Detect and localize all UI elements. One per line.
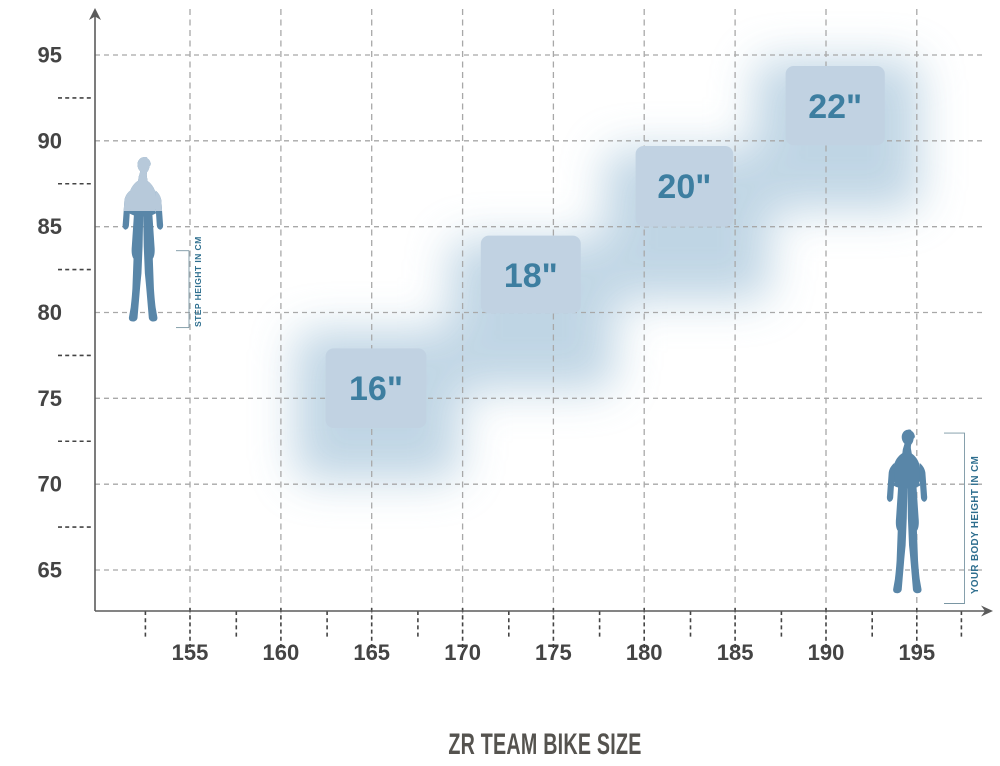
svg-text:155: 155 xyxy=(172,640,209,665)
svg-text:65: 65 xyxy=(38,558,62,583)
svg-text:75: 75 xyxy=(38,386,62,411)
svg-text:95: 95 xyxy=(38,43,62,68)
svg-text:195: 195 xyxy=(898,640,935,665)
svg-text:16": 16" xyxy=(349,370,403,408)
svg-text:18": 18" xyxy=(504,257,558,295)
svg-text:190: 190 xyxy=(808,640,845,665)
svg-text:170: 170 xyxy=(444,640,481,665)
svg-text:ZR TEAM BIKE SIZE: ZR TEAM BIKE SIZE xyxy=(448,728,641,761)
svg-text:YOUR BODY HEIGHT IN CM: YOUR BODY HEIGHT IN CM xyxy=(970,456,981,594)
svg-text:STEP HEIGHT IN CM: STEP HEIGHT IN CM xyxy=(193,236,203,327)
svg-text:22": 22" xyxy=(808,88,862,126)
svg-text:70: 70 xyxy=(38,472,62,497)
svg-text:180: 180 xyxy=(626,640,663,665)
svg-text:85: 85 xyxy=(38,214,62,239)
svg-text:165: 165 xyxy=(353,640,390,665)
svg-text:175: 175 xyxy=(535,640,572,665)
svg-text:160: 160 xyxy=(263,640,300,665)
svg-text:20": 20" xyxy=(657,168,711,206)
svg-text:90: 90 xyxy=(38,128,62,153)
svg-text:185: 185 xyxy=(717,640,754,665)
svg-text:80: 80 xyxy=(38,300,62,325)
